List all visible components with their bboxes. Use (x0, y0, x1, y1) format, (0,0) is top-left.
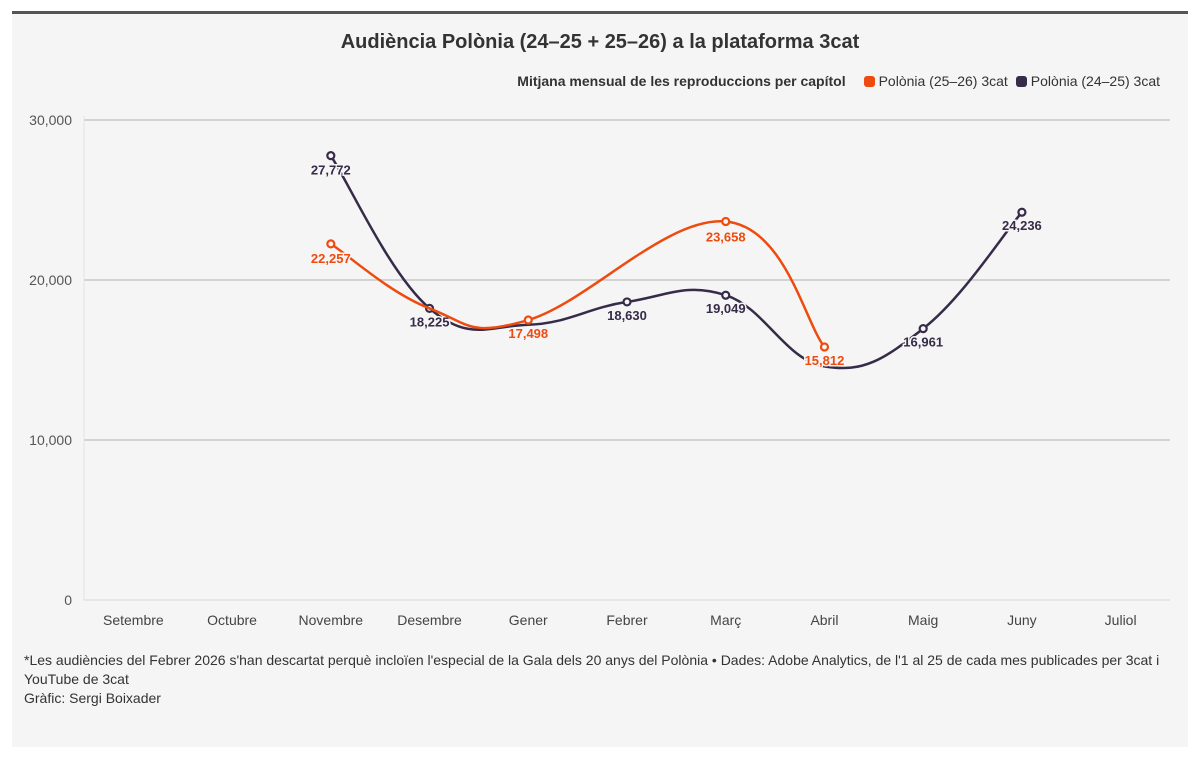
legend-label-2425: Polònia (24–25) 3cat (1030, 73, 1160, 89)
line-chart: 0 10,000 20,000 30,000 Setembre Octubre Novemb… (29, 112, 1170, 628)
y-tick-label-1: 10,000 (29, 432, 72, 448)
data-label-0-6: 23,658 (706, 230, 746, 245)
footnote: *Les audiències del Febrer 2026 s'han de… (24, 651, 1164, 708)
x-tick-label-6: Març (710, 612, 741, 628)
data-label-0-4: 17,498 (508, 326, 548, 341)
data-point-0-7 (819, 342, 830, 352)
data-point-1-9 (1017, 207, 1027, 217)
x-tick-label-5: Febrer (606, 612, 648, 628)
x-tick-label-7: Abril (810, 612, 838, 628)
x-tick-label-1: Octubre (207, 612, 257, 628)
chart-frame: Audiència Polònia (24–25 + 25–26) a la p… (12, 11, 1188, 747)
data-point-0-2 (326, 239, 336, 249)
data-label-0-7: 15,812 (805, 353, 845, 368)
footnote-credit: Gràfic: Sergi Boixader (24, 690, 161, 706)
data-label-0-2: 22,257 (311, 251, 351, 266)
data-point-1-2 (326, 151, 336, 161)
legend: Mitjana mensual de les reproduccions per… (517, 73, 1160, 89)
x-tick-label-10: Juliol (1105, 612, 1137, 628)
legend-item-2526: Polònia (25–26) 3cat (863, 73, 1008, 89)
data-label-1-2: 27,772 (311, 163, 351, 178)
x-tick-label-0: Setembre (103, 612, 164, 628)
legend-item-2425: Polònia (24–25) 3cat (1015, 73, 1160, 89)
data-label-1-5: 18,630 (607, 308, 647, 323)
data-point-0-6 (721, 216, 731, 227)
x-tick-label-4: Gener (509, 612, 548, 628)
series-line-0 (329, 220, 826, 349)
data-point-1-6 (721, 290, 731, 300)
data-label-1-6: 19,049 (706, 301, 746, 316)
y-tick-label-0: 0 (64, 592, 72, 608)
data-point-1-5 (622, 297, 632, 307)
legend-title: Mitjana mensual de les reproduccions per… (517, 73, 846, 89)
legend-swatch-2526 (863, 75, 875, 87)
data-label-1-3: 18,225 (410, 314, 450, 329)
x-tick-label-8: Maig (908, 612, 938, 628)
x-tick-label-3: Desembre (397, 612, 462, 628)
x-tick-label-2: Novembre (299, 612, 364, 628)
y-tick-label-2: 20,000 (29, 272, 72, 288)
legend-label-2526: Polònia (25–26) 3cat (878, 73, 1008, 89)
chart-title: Audiència Polònia (24–25 + 25–26) a la p… (340, 31, 860, 53)
data-point-1-8 (918, 324, 928, 334)
legend-swatch-2425 (1015, 75, 1027, 87)
data-point-0-4 (523, 315, 533, 325)
footnote-sources: *Les audiències del Febrer 2026 s'han de… (24, 652, 1160, 687)
data-label-1-9: 24,236 (1002, 218, 1042, 233)
data-label-1-8: 16,961 (903, 335, 943, 350)
x-tick-label-9: Juny (1007, 612, 1037, 628)
y-tick-label-3: 30,000 (29, 112, 72, 128)
